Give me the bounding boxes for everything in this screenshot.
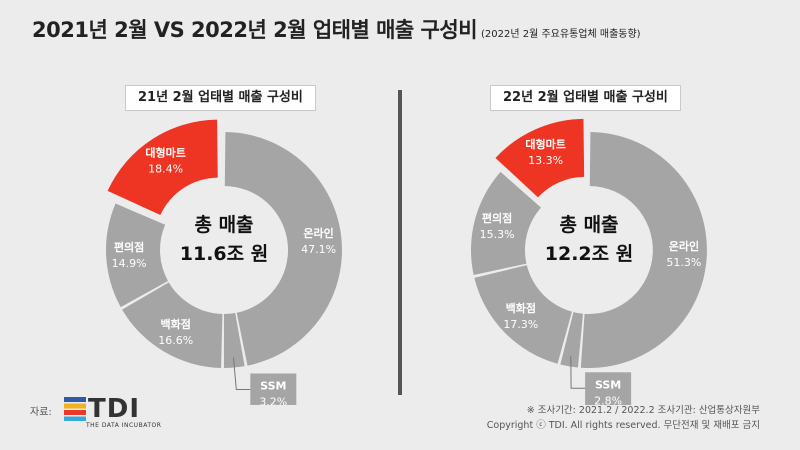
slice-value-department-store-2021: 16.6% bbox=[158, 334, 193, 347]
slice-ssm-2021 bbox=[223, 313, 245, 368]
slice-name-hypermarket-2022: 대형마트 bbox=[525, 137, 565, 151]
donut-svg-2022: 온라인 51.3% SSM 2.8% 백화점 17.3% 편의점 15.3% 대형마트 13.3% bbox=[470, 118, 707, 405]
chart-title-2021: 21년 2월 업태별 매출 구성비 bbox=[125, 85, 316, 111]
slice-name-online-2021: 온라인 bbox=[303, 226, 333, 240]
source-label: 자료: bbox=[30, 407, 52, 418]
leader-line-ssm-2022 bbox=[570, 356, 586, 389]
donut-chart-2021: 온라인 47.1% SSM 3.2% 백화점 16.6% 편의점 14.9% 대형마트 18.4%… bbox=[55, 85, 395, 405]
slice-value-online-2022: 51.3% bbox=[666, 256, 701, 269]
survey-note: ※ 조사기간: 2021.2 / 2022.2 조사기관: 산업통상자원부 bbox=[526, 405, 760, 416]
slice-convenience-store-2021 bbox=[106, 203, 168, 308]
label-box-ssm-2021 bbox=[250, 373, 297, 405]
donut-svg-2021: 온라인 47.1% SSM 3.2% 백화점 16.6% 편의점 14.9% 대형마트 18.4% bbox=[106, 119, 342, 406]
slice-online-2021 bbox=[224, 132, 342, 366]
slice-value-hypermarket-2021: 18.4% bbox=[148, 162, 183, 175]
slice-ssm-2022 bbox=[560, 312, 583, 368]
slice-name-online-2022: 온라인 bbox=[669, 239, 699, 253]
slice-value-ssm-2021: 3.2% bbox=[259, 396, 287, 406]
slice-value-department-store-2022: 17.3% bbox=[503, 318, 538, 331]
slice-value-convenience-store-2021: 14.9% bbox=[112, 257, 147, 270]
leader-line-ssm-2021 bbox=[233, 357, 251, 390]
slice-value-hypermarket-2022: 13.3% bbox=[528, 154, 563, 167]
slice-hypermarket-2021 bbox=[107, 119, 218, 215]
slice-value-convenience-store-2022: 15.3% bbox=[480, 228, 515, 241]
slice-name-convenience-store-2021: 편의점 bbox=[114, 240, 144, 254]
slice-name-ssm-2021: SSM bbox=[260, 380, 286, 393]
slice-value-online-2021: 47.1% bbox=[301, 243, 336, 256]
slice-name-convenience-store-2022: 편의점 bbox=[482, 211, 512, 225]
slice-online-2022 bbox=[580, 132, 707, 369]
center-value-2022: 12.2조 원 bbox=[544, 243, 634, 265]
slice-name-department-store-2021: 백화점 bbox=[161, 317, 191, 331]
slice-name-department-store-2022: 백화점 bbox=[506, 301, 536, 315]
subtitle: (2022년 2월 주요유통업체 매출동향) bbox=[481, 29, 641, 40]
tdi-logo: TDI THE DATA INCUBATOR bbox=[64, 394, 161, 429]
center-label-2022: 총 매출 bbox=[559, 214, 619, 236]
center-label-2021: 총 매출 bbox=[194, 214, 254, 236]
logo-text: TDI bbox=[88, 394, 140, 424]
slice-convenience-store-2022 bbox=[470, 171, 542, 276]
copyright: Copyright ⓒ TDI. All rights reserved. 무단… bbox=[486, 420, 760, 431]
tdi-logo-icon bbox=[64, 397, 86, 421]
center-total-2021: 총 매출 11.6조 원 bbox=[164, 210, 284, 266]
label-box-ssm-2022 bbox=[585, 372, 632, 405]
slice-name-hypermarket-2021: 대형마트 bbox=[145, 145, 185, 159]
slice-value-ssm-2022: 2.8% bbox=[594, 394, 622, 405]
chart-title-2022: 22년 2월 업태별 매출 구성비 bbox=[490, 85, 681, 111]
center-value-2021: 11.6조 원 bbox=[179, 243, 269, 265]
slice-department-store-2021 bbox=[122, 282, 223, 368]
center-total-2022: 총 매출 12.2조 원 bbox=[529, 210, 649, 266]
divider bbox=[398, 90, 402, 395]
title-text: 2021년 2월 VS 2022년 2월 업태별 매출 구성비 bbox=[32, 18, 478, 42]
slice-hypermarket-2022 bbox=[495, 118, 585, 198]
page-title: 2021년 2월 VS 2022년 2월 업태별 매출 구성비 (2022년 2월… bbox=[32, 14, 641, 44]
slice-department-store-2022 bbox=[474, 265, 572, 364]
donut-chart-2022: 온라인 51.3% SSM 2.8% 백화점 17.3% 편의점 15.3% 대형마트 13.3%… bbox=[420, 85, 760, 405]
slice-name-ssm-2022: SSM bbox=[595, 378, 621, 391]
logo-tagline: THE DATA INCUBATOR bbox=[86, 422, 162, 429]
